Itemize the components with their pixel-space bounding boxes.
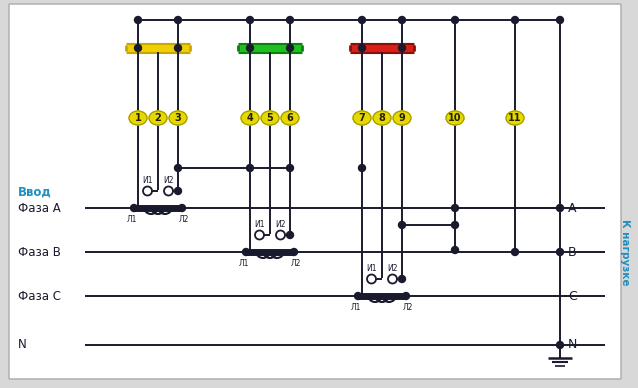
Circle shape — [135, 45, 142, 52]
Circle shape — [135, 17, 142, 24]
Circle shape — [452, 17, 459, 24]
Text: N: N — [568, 338, 577, 352]
Circle shape — [556, 248, 563, 256]
Circle shape — [286, 165, 293, 171]
Text: Л2: Л2 — [179, 215, 189, 224]
Circle shape — [399, 275, 406, 282]
Text: Фаза С: Фаза С — [18, 289, 61, 303]
Circle shape — [452, 222, 459, 229]
Circle shape — [242, 248, 249, 256]
Text: 10: 10 — [449, 113, 462, 123]
Circle shape — [131, 204, 138, 211]
Text: Л1: Л1 — [127, 215, 137, 224]
Circle shape — [403, 293, 410, 300]
Circle shape — [556, 341, 563, 348]
Text: И1: И1 — [255, 220, 265, 229]
Circle shape — [556, 204, 563, 211]
Ellipse shape — [446, 111, 464, 125]
Circle shape — [175, 17, 181, 24]
Text: Л1: Л1 — [351, 303, 361, 312]
Ellipse shape — [129, 111, 147, 125]
Text: 8: 8 — [378, 113, 385, 123]
Circle shape — [175, 45, 181, 52]
Text: И2: И2 — [387, 264, 397, 273]
Text: 3: 3 — [175, 113, 181, 123]
Text: Л2: Л2 — [403, 303, 413, 312]
Circle shape — [276, 230, 285, 239]
Text: Ввод: Ввод — [18, 185, 52, 199]
Circle shape — [452, 204, 459, 211]
Text: К нагрузке: К нагрузке — [620, 219, 630, 285]
Ellipse shape — [353, 111, 371, 125]
Text: В: В — [568, 246, 577, 258]
Circle shape — [286, 232, 293, 239]
Circle shape — [175, 187, 181, 194]
Text: И2: И2 — [275, 220, 286, 229]
Text: 9: 9 — [399, 113, 405, 123]
Ellipse shape — [149, 111, 167, 125]
Circle shape — [286, 17, 293, 24]
Ellipse shape — [281, 111, 299, 125]
Ellipse shape — [506, 111, 524, 125]
Text: N: N — [18, 338, 27, 352]
Text: Фаза В: Фаза В — [18, 246, 61, 258]
Circle shape — [359, 17, 366, 24]
Ellipse shape — [169, 111, 187, 125]
Circle shape — [359, 165, 366, 171]
Circle shape — [452, 246, 459, 253]
Circle shape — [399, 222, 406, 229]
Circle shape — [255, 230, 264, 239]
Circle shape — [367, 274, 376, 284]
Text: И2: И2 — [163, 176, 174, 185]
Text: Фаза А: Фаза А — [18, 201, 61, 215]
Text: С: С — [568, 289, 577, 303]
Ellipse shape — [261, 111, 279, 125]
Circle shape — [175, 165, 181, 171]
Text: 6: 6 — [286, 113, 293, 123]
Text: И1: И1 — [142, 176, 152, 185]
Text: 11: 11 — [508, 113, 522, 123]
Circle shape — [246, 45, 253, 52]
Circle shape — [179, 204, 186, 211]
Circle shape — [512, 248, 519, 256]
Text: 2: 2 — [154, 113, 161, 123]
Text: 5: 5 — [267, 113, 273, 123]
Circle shape — [388, 274, 397, 284]
Circle shape — [399, 45, 406, 52]
Circle shape — [246, 17, 253, 24]
Circle shape — [399, 17, 406, 24]
Ellipse shape — [393, 111, 411, 125]
Circle shape — [290, 248, 297, 256]
Circle shape — [512, 17, 519, 24]
Circle shape — [164, 187, 173, 196]
Ellipse shape — [373, 111, 391, 125]
Circle shape — [286, 45, 293, 52]
Circle shape — [355, 293, 362, 300]
Text: 4: 4 — [247, 113, 253, 123]
Circle shape — [246, 165, 253, 171]
Text: 7: 7 — [359, 113, 366, 123]
FancyBboxPatch shape — [9, 4, 621, 379]
Text: И1: И1 — [366, 264, 377, 273]
Text: 1: 1 — [135, 113, 142, 123]
Ellipse shape — [241, 111, 259, 125]
Circle shape — [143, 187, 152, 196]
Text: Л2: Л2 — [291, 259, 301, 268]
Circle shape — [359, 45, 366, 52]
Circle shape — [556, 17, 563, 24]
Text: А: А — [568, 201, 577, 215]
Text: Л1: Л1 — [239, 259, 249, 268]
